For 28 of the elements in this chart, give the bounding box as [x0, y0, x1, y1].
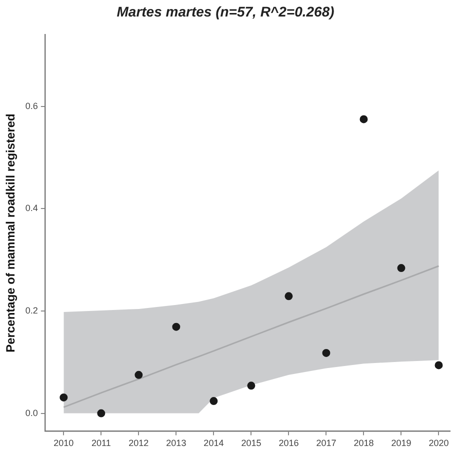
point [284, 292, 293, 300]
point [172, 322, 180, 331]
point [397, 264, 406, 272]
x-tick-label: 2010 [54, 438, 74, 448]
point [134, 370, 143, 379]
y-tick-label: 0.6 [25, 100, 38, 111]
chart-title: Martes martes (n=57, R^2=0.268) [116, 3, 335, 20]
x-tick-label: 2019 [391, 438, 412, 448]
x-tick-label: 2015 [241, 438, 262, 448]
point [247, 382, 256, 390]
x-tick-label: 2014 [204, 438, 224, 448]
point [210, 397, 218, 406]
x-tick-label: 2016 [278, 438, 299, 448]
x-tick-label: 2012 [128, 438, 149, 448]
point [60, 393, 68, 402]
y-tick-label: 0.0 [25, 408, 38, 418]
point [360, 115, 368, 124]
point [434, 361, 443, 370]
x-tick-label: 2017 [316, 438, 336, 448]
x-tick-label: 2018 [354, 438, 374, 448]
y-tick-label: 0.4 [25, 203, 38, 214]
x-tick-label: 2011 [91, 438, 111, 448]
point [97, 409, 106, 418]
x-tick-label: 2013 [166, 438, 186, 448]
point [322, 348, 330, 357]
y-tick-label: 0.2 [25, 305, 38, 316]
y-axis-title: Percentage of mammal roadkill registered [4, 114, 18, 352]
x-tick-label: 2020 [428, 438, 449, 448]
